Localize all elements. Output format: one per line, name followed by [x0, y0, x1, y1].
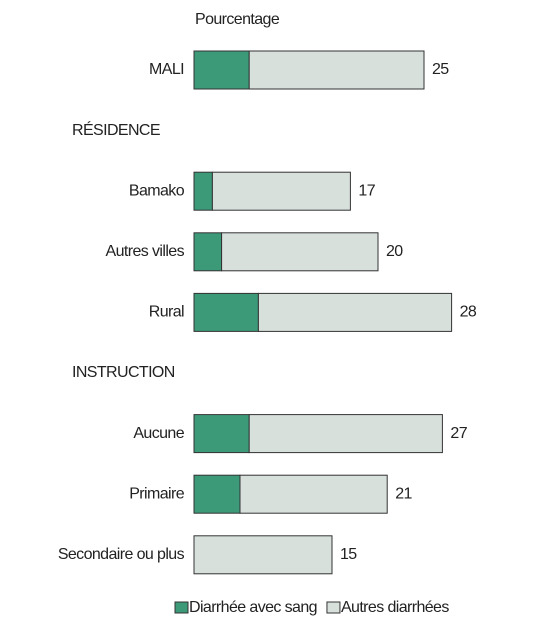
data-label: 25	[432, 61, 449, 78]
bar-segment	[193, 292, 259, 332]
bar-segment	[193, 232, 223, 272]
bar-segment	[248, 50, 425, 90]
group-header: INSTRUCTION	[72, 364, 175, 381]
data-label: 27	[450, 425, 467, 442]
y-tick-label: Secondaire ou plus	[58, 546, 185, 563]
legend-swatch	[326, 601, 341, 614]
data-label: 21	[395, 485, 412, 502]
bar-segment	[248, 414, 443, 454]
y-tick-label: Primaire	[129, 485, 184, 502]
bar-segment	[193, 535, 333, 575]
y-tick-label: Rural	[149, 304, 184, 321]
y-tick-label: Autres villes	[106, 243, 185, 260]
y-tick-label: MALI	[149, 61, 184, 78]
bar-segment	[257, 292, 453, 332]
group-header: RÉSIDENCE	[72, 120, 160, 139]
data-label: 20	[386, 243, 403, 260]
legend-label: Diarrhée avec sang	[189, 599, 317, 616]
bar-segment	[211, 171, 351, 211]
legend-swatch	[174, 601, 189, 614]
y-tick-label: Aucune	[133, 425, 184, 442]
bar-segment	[221, 232, 379, 272]
data-label: 17	[358, 182, 375, 199]
bar-segment	[193, 414, 250, 454]
data-label: 28	[460, 304, 477, 321]
axis-label: Pourcentage	[195, 11, 280, 28]
bar-segment	[193, 474, 241, 514]
bar-segment	[193, 171, 213, 211]
data-label: 15	[340, 546, 357, 563]
bar-segment	[193, 50, 250, 90]
bar-segment	[239, 474, 388, 514]
y-tick-label: Bamako	[129, 182, 185, 199]
legend-label: Autres diarrhées	[341, 599, 449, 616]
